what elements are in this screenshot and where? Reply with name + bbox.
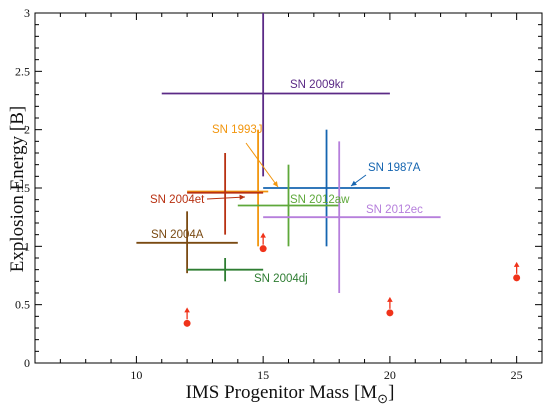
x-axis-title-main: IMS Progenitor Mass [M: [186, 382, 378, 403]
y-tick-label: 0: [24, 356, 30, 370]
label-sn-2004dj: SN 2004dj: [254, 273, 308, 285]
y-tick-label: 3: [24, 6, 30, 20]
lower-limits-layer: [183, 232, 521, 327]
y-axis-title: Explosion Energy [B]: [7, 106, 28, 272]
label-sn-2012ec: SN 2012ec: [366, 204, 423, 216]
x-axis-title-close: ]: [388, 382, 394, 403]
lower-limit-point: [513, 274, 521, 282]
x-tick-label: 10: [130, 368, 142, 382]
label-sn-1993j: SN 1993J: [212, 124, 263, 136]
x-tick-label: 15: [257, 368, 269, 382]
y-tick-label: 2.5: [15, 64, 30, 78]
y-tick-label: 1.5: [15, 181, 30, 195]
label-sn-2004et: SN 2004et: [150, 194, 205, 206]
lower-limit-arrowhead: [387, 296, 393, 302]
arrow-head-sn-2004et: [239, 194, 245, 200]
ticks-layer: 10 15 20 25 0 0.5 1 1.5 2 2.5 3: [15, 6, 543, 382]
lower-limit-arrowhead: [260, 232, 266, 238]
y-tick-label: 1: [24, 239, 30, 253]
x-tick-label: 20: [384, 368, 396, 382]
x-axis-title-sub: ⊙: [377, 391, 388, 406]
x-axis-title: IMS Progenitor Mass [M⊙]: [186, 382, 395, 406]
arrow-head-sn-1993j: [272, 181, 278, 187]
x-tick-label: 25: [511, 368, 523, 382]
label-sn-1987a: SN 1987A: [368, 162, 421, 174]
lower-limit-point: [259, 245, 267, 253]
labels-layer: SN 2009kr SN 1993J SN 1987A SN 2004et SN 201…: [150, 79, 423, 285]
lower-limit-point: [386, 309, 394, 317]
label-sn-2004a: SN 2004A: [151, 229, 204, 241]
lower-limit-arrowhead: [184, 307, 190, 313]
lower-limit-point: [183, 319, 191, 327]
arrow-head-sn-1987a: [351, 180, 357, 186]
y-tick-label: 0.5: [15, 298, 30, 312]
label-sn-2009kr: SN 2009kr: [290, 79, 345, 91]
label-sn-2012aw: SN 2012aw: [290, 194, 350, 206]
arrow-line-sn-2004et: [206, 196, 246, 200]
error-bars-layer: [136, 13, 441, 293]
arrow-line-sn-1993j: [245, 142, 279, 188]
lower-limit-arrowhead: [513, 261, 520, 267]
y-tick-label: 2: [24, 123, 30, 137]
